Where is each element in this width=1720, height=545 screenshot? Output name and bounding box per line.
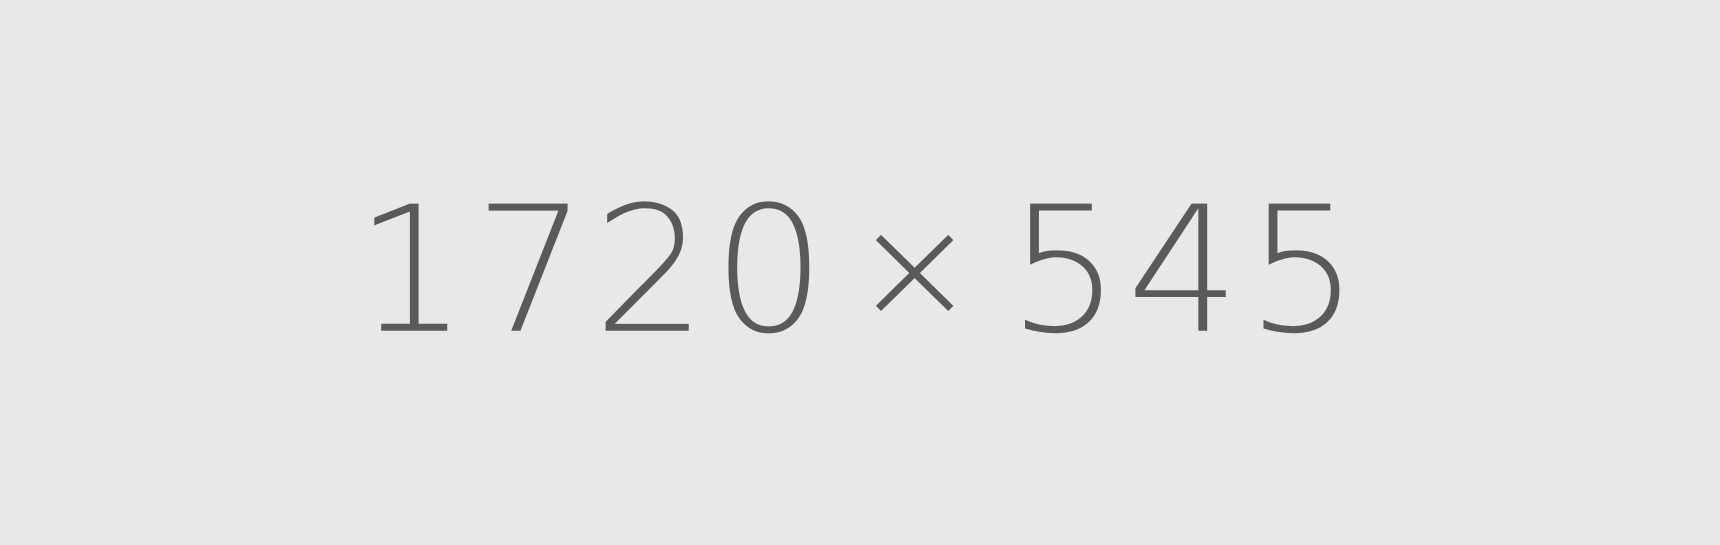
times-separator: × [851,183,984,354]
width-value: 1720 [354,168,832,372]
height-value: 545 [1007,168,1366,372]
dimensions-label: 1720 × 545 [355,183,1365,357]
